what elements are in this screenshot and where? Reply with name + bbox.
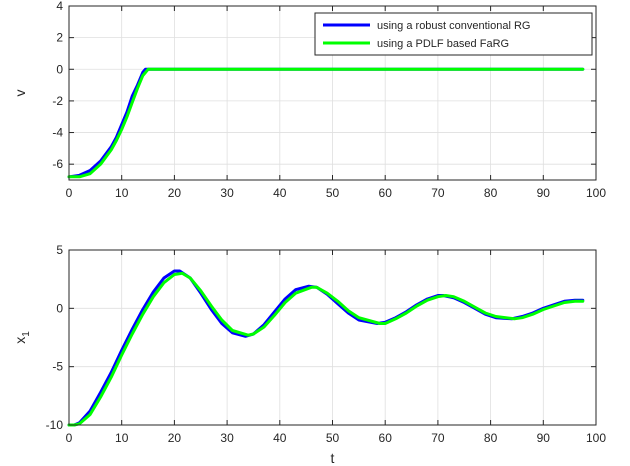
y-axis-label: x1	[12, 331, 32, 344]
legend-label-2: using a PDLF based FaRG	[377, 38, 509, 50]
x-tick-label: 80	[484, 186, 498, 200]
y-tick-label: -5	[52, 360, 63, 374]
x-tick-label: 100	[586, 186, 606, 200]
y-tick-label: -4	[52, 126, 63, 140]
x-tick-label: 90	[537, 186, 551, 200]
y-tick-label: 0	[56, 62, 63, 76]
legend-label-1: using a robust conventional RG	[377, 20, 530, 32]
x-tick-label: 20	[168, 186, 182, 200]
y-tick-label: 5	[56, 243, 63, 257]
y-axis-label: v	[12, 90, 28, 97]
y-tick-label: 0	[56, 301, 63, 315]
x-tick-label: 50	[326, 431, 340, 445]
x-tick-label: 60	[379, 186, 393, 200]
x-tick-label: 40	[273, 431, 287, 445]
x-tick-label: 10	[115, 186, 129, 200]
y-tick-label: 2	[56, 31, 63, 45]
top-panel: 0 10 20 30 40 50 60 70 80 90 100 -6 -4 -2 0 2 4 v using a …	[12, 0, 606, 200]
x-tick-label: 40	[273, 186, 287, 200]
y-tick-label: -2	[52, 94, 63, 108]
x-tick-label: 50	[326, 186, 340, 200]
series-line-2	[67, 271, 585, 427]
y-tick-label: 4	[56, 0, 63, 13]
bottom-panel: 0 10 20 30 40 50 60 70 80 90 100 -10 -5 0 5 x1 t	[12, 243, 606, 466]
x-tick-label: 10	[115, 431, 129, 445]
x-tick-label: 0	[66, 431, 73, 445]
x-tick-label: 30	[220, 431, 234, 445]
legend-box	[314, 12, 593, 56]
x-tick-label: 80	[484, 431, 498, 445]
x-tick-label: 70	[431, 186, 445, 200]
x-tick-label: 60	[379, 431, 393, 445]
x-tick-label: 90	[537, 431, 551, 445]
x-tick-label: 70	[431, 431, 445, 445]
y-tick-label: -10	[46, 418, 64, 432]
series-line-2	[67, 67, 585, 179]
x-tick-label: 30	[220, 186, 234, 200]
x-tick-label: 20	[168, 431, 182, 445]
x-tick-label: 100	[586, 431, 606, 445]
y-tick-label: -6	[52, 157, 63, 171]
x-axis-label: t	[331, 450, 335, 466]
x-tick-label: 0	[66, 186, 73, 200]
legend: using a robust conventional RG using a PD…	[314, 12, 593, 56]
